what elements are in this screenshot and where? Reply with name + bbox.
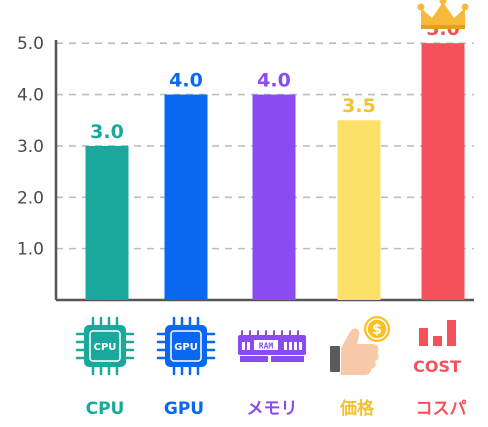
bar [252, 94, 296, 300]
bars [85, 43, 465, 301]
gpu-icon-text: GPU [174, 342, 198, 353]
cpu-icon-text: CPU [94, 342, 117, 353]
y-tick-label: 1.0 [17, 240, 44, 260]
bar [421, 43, 465, 300]
category-labels: CPU GPU メモリ 価格 コスパ [86, 398, 467, 419]
y-tick-label: 2.0 [17, 188, 44, 208]
cpu-chip-icon: CPU [75, 316, 135, 376]
bar [164, 94, 208, 300]
bar [337, 120, 381, 301]
category-label: コスパ [416, 399, 467, 419]
y-tick-labels: 1.0 2.0 3.0 4.0 5.0 [17, 34, 44, 259]
value-label: 3.5 [342, 95, 376, 117]
value-label: 4.0 [169, 70, 203, 92]
crown-icon [417, 0, 469, 29]
y-tick-label: 3.0 [17, 137, 44, 157]
value-label: 3.0 [90, 121, 124, 143]
y-tick-label: 4.0 [17, 86, 44, 106]
category-label: メモリ [247, 399, 298, 419]
ram-icon-text: RAM [259, 342, 274, 351]
gpu-chip-icon: GPU [156, 316, 216, 376]
coin-icon-text: $ [372, 322, 382, 338]
thumbs-up-coin-icon: $ [330, 316, 390, 375]
y-tick-label: 5.0 [17, 34, 44, 54]
category-label: GPU [164, 399, 204, 419]
category-label: 価格 [339, 398, 375, 419]
bar [85, 145, 129, 300]
ram-module-icon: RAM [238, 330, 306, 362]
cost-icon-text: COST [413, 357, 461, 376]
cost-bars-icon: COST [413, 320, 461, 376]
value-labels: 3.04.0 4.03.55.0 [90, 18, 460, 143]
value-label: 4.0 [257, 70, 291, 92]
category-label: CPU [86, 399, 125, 419]
